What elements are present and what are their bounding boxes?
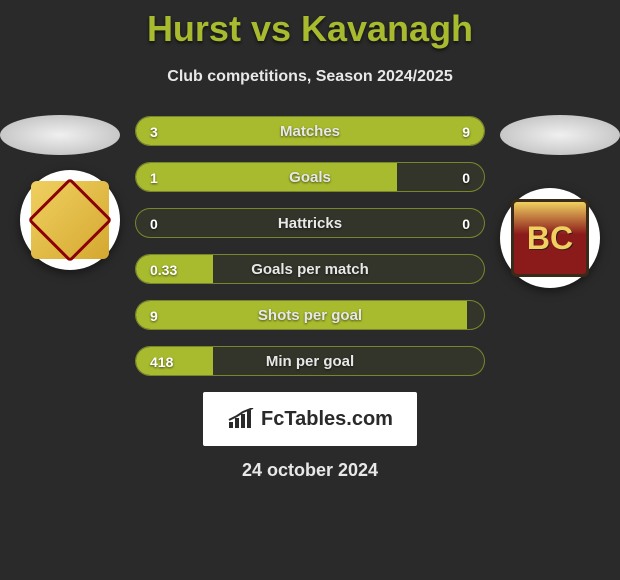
club-badge-left-inner [31, 181, 109, 259]
page-title: Hurst vs Kavanagh [0, 0, 620, 50]
club-badge-right: BC [500, 188, 600, 288]
brand-logo: FcTables.com [203, 392, 417, 446]
stat-row: 0.33Goals per match [135, 254, 485, 284]
stat-label: Shots per goal [136, 301, 484, 330]
brand-text: FcTables.com [261, 408, 393, 431]
chart-icon [227, 408, 255, 430]
date-text: 24 october 2024 [0, 460, 620, 481]
stat-row: 3Matches9 [135, 116, 485, 146]
stat-row: 418Min per goal [135, 346, 485, 376]
stat-label: Goals [136, 163, 484, 192]
stat-label: Min per goal [136, 347, 484, 376]
stat-value-right: 0 [462, 163, 470, 192]
stat-row: 9Shots per goal [135, 300, 485, 330]
stat-value-right: 0 [462, 209, 470, 238]
subtitle: Club competitions, Season 2024/2025 [0, 68, 620, 86]
stat-value-right: 9 [462, 117, 470, 146]
player-photo-left [0, 115, 120, 155]
player-photo-right [500, 115, 620, 155]
club-badge-right-inner: BC [511, 199, 589, 277]
stat-row: 0Hattricks0 [135, 208, 485, 238]
club-badge-left [20, 170, 120, 270]
stat-label: Goals per match [136, 255, 484, 284]
stat-row: 1Goals0 [135, 162, 485, 192]
stat-label: Matches [136, 117, 484, 146]
stats-container: 3Matches91Goals00Hattricks00.33Goals per… [135, 116, 485, 376]
stat-label: Hattricks [136, 209, 484, 238]
